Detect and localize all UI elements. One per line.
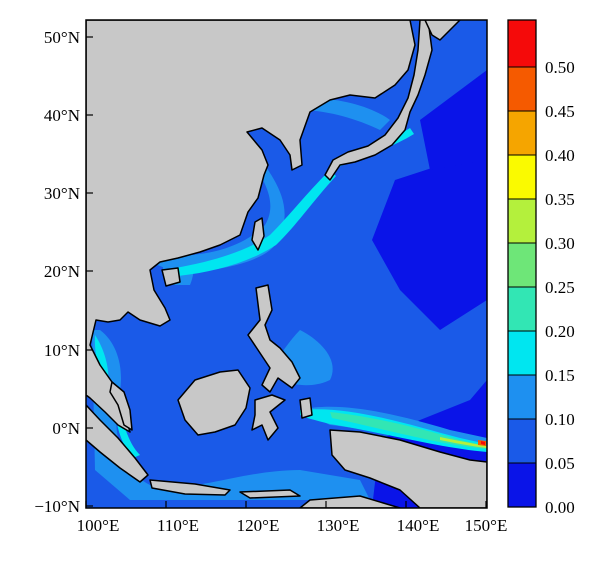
borneo <box>177 369 251 436</box>
colorbar-label-0: 0.00 <box>545 498 575 517</box>
low-value-ocean-north <box>420 70 487 170</box>
colorbar-label-6: 0.30 <box>545 234 575 253</box>
colorbar-frame <box>507 19 537 508</box>
colorbar-segments <box>508 20 536 507</box>
moluccas <box>299 397 313 419</box>
lon-label-140e: 140°E <box>397 516 440 535</box>
colorbar-label-10: 0.50 <box>545 58 575 77</box>
colorbar-segment-4 <box>508 287 536 331</box>
lon-label-110e: 110°E <box>157 516 199 535</box>
lat-label-30n: 30°N <box>44 184 80 203</box>
low-value-ocean <box>372 150 487 508</box>
hainan <box>161 267 181 287</box>
colorbar-segment-1 <box>508 419 536 463</box>
lesser-sunda <box>239 489 301 499</box>
malay-peninsula <box>109 381 133 431</box>
australia <box>299 495 401 508</box>
colorbar-label-9: 0.45 <box>545 102 575 121</box>
lat-label-10n: 10°N <box>44 341 80 360</box>
hokkaido <box>424 20 461 41</box>
map-plot-area <box>85 19 488 509</box>
land <box>86 20 487 508</box>
lon-label-150e: 150°E <box>465 516 508 535</box>
lat-label-0n: 0°N <box>52 419 80 438</box>
colorbar-label-4: 0.20 <box>545 322 575 341</box>
colorbar-label-8: 0.40 <box>545 146 575 165</box>
sumatra <box>86 404 149 483</box>
colorbar-segment-0 <box>508 463 536 507</box>
lat-label-20n: 20°N <box>44 262 80 281</box>
colorbar: 0.00 0.05 0.10 0.15 0.20 0.25 0.30 0.35 … <box>507 19 575 517</box>
colorbar-label-5: 0.25 <box>545 278 575 297</box>
colorbar-segment-9 <box>508 67 536 111</box>
lon-label-130e: 130°E <box>317 516 360 535</box>
sulawesi <box>251 394 286 441</box>
peak-value-band <box>330 412 487 449</box>
new-guinea <box>329 429 487 508</box>
colorbar-label-3: 0.15 <box>545 366 575 385</box>
lat-label-40n: 40°N <box>44 106 80 125</box>
colorbar-segment-3 <box>508 331 536 375</box>
japan <box>324 20 433 181</box>
colorbar-segment-2 <box>508 375 536 419</box>
colorbar-label-2: 0.10 <box>545 410 575 429</box>
colorbar-segment-6 <box>508 199 536 243</box>
java <box>149 479 231 496</box>
lon-label-100e: 100°E <box>77 516 120 535</box>
colorbar-segment-8 <box>508 111 536 155</box>
latitude-axis: 50°N 40°N 30°N 20°N 10°N 0°N −10°N <box>34 28 93 516</box>
lat-label-50n: 50°N <box>44 28 80 47</box>
colorbar-segment-5 <box>508 243 536 287</box>
map-frame <box>85 19 488 509</box>
longitude-axis: 100°E 110°E 120°E 130°E 140°E 150°E <box>77 501 508 535</box>
philippines <box>247 284 301 393</box>
colorbar-label-1: 0.05 <box>545 454 575 473</box>
lat-label-minus10n: −10°N <box>34 497 80 516</box>
colorbar-segment-7 <box>508 155 536 199</box>
lon-label-120e: 120°E <box>237 516 280 535</box>
colorbar-segment-10 <box>508 20 536 67</box>
taiwan <box>251 217 265 251</box>
colorbar-label-7: 0.35 <box>545 190 575 209</box>
